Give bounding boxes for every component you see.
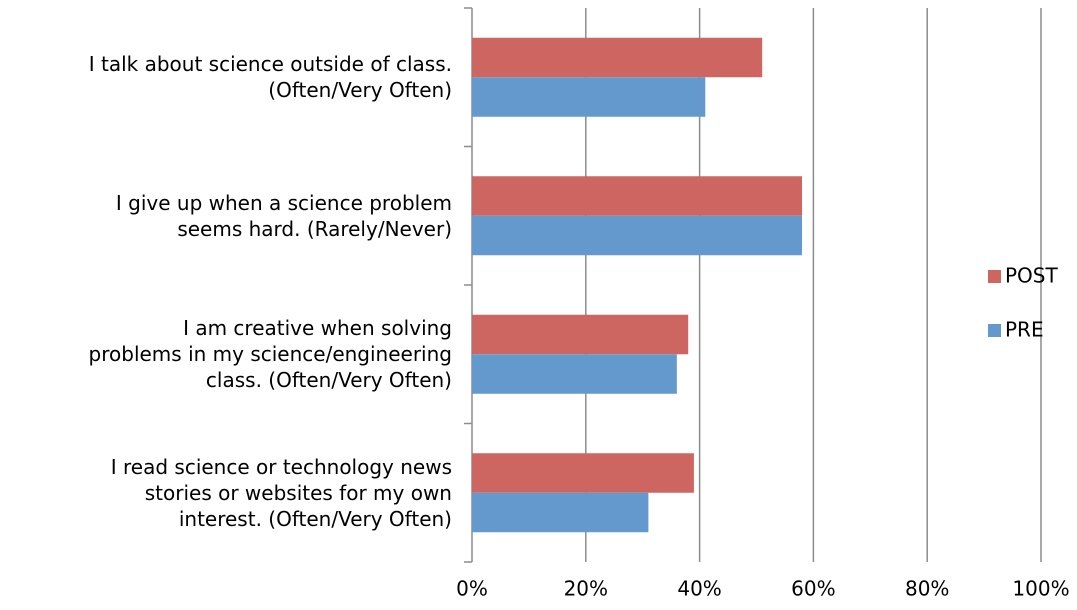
x-tick-label: 40%: [677, 577, 721, 601]
y-tick-label: I am creative when solving problems in m…: [88, 316, 452, 393]
bar: [472, 77, 706, 117]
bar: [472, 354, 677, 394]
x-tick-label: 60%: [791, 577, 835, 601]
legend-swatch: [988, 324, 1001, 337]
legend-swatch: [988, 270, 1001, 283]
y-tick-label: I read science or technology news storie…: [110, 454, 452, 531]
bar: [472, 37, 763, 78]
bar: [472, 492, 649, 533]
y-tick-label: I talk about science outside of class. (…: [88, 52, 452, 103]
legend-label: PRE: [1005, 318, 1044, 342]
bar: [472, 314, 689, 355]
x-tick-label: 20%: [564, 577, 608, 601]
bar: [472, 176, 803, 216]
x-tick-label: 100%: [1012, 577, 1069, 601]
bar: [472, 215, 803, 256]
y-tick-label: I give up when a science problem seems h…: [115, 190, 452, 241]
legend-label: POST: [1005, 264, 1058, 288]
bar: [472, 453, 694, 493]
x-tick-label: 0%: [456, 577, 488, 601]
x-tick-label: 80%: [905, 577, 949, 601]
